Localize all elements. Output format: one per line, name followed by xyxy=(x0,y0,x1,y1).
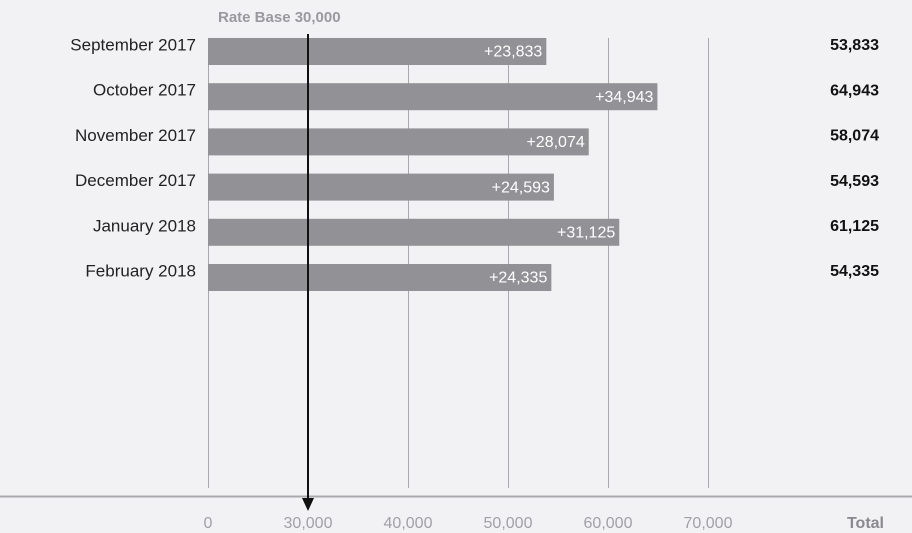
bar xyxy=(208,264,552,291)
rate-base-label: Rate Base 30,000 xyxy=(218,9,341,26)
category-label: February 2018 xyxy=(85,261,196,280)
arrow-down-icon xyxy=(302,498,314,511)
bar xyxy=(208,173,554,201)
total-value: 53,833 xyxy=(830,37,879,54)
total-labels: 53,833 64,943 58,074 54,593 61,125 54,335 xyxy=(830,37,879,280)
bar-value-labels: +23,833 +34,943 +28,074 +24,593 +31,125 +24,3… xyxy=(484,44,653,287)
category-labels: September 2017 October 2017 November 2017 D… xyxy=(70,35,196,280)
total-value: 64,943 xyxy=(830,82,879,99)
bar-value-label: +34,943 xyxy=(595,89,653,106)
rate-base-marker xyxy=(302,34,314,511)
bar-value-label: +28,074 xyxy=(526,134,584,151)
x-tick-label: 0 xyxy=(204,515,213,532)
category-label: November 2017 xyxy=(75,126,196,145)
bars xyxy=(208,38,658,291)
x-tick-labels: 0 30,000 40,000 50,000 60,000 70,000 xyxy=(204,515,733,532)
bar-value-label: +23,833 xyxy=(484,44,542,61)
category-label: December 2017 xyxy=(75,171,196,190)
x-tick-label: 30,000 xyxy=(284,515,333,532)
total-value: 61,125 xyxy=(830,218,879,235)
bar xyxy=(208,128,589,156)
total-value: 54,593 xyxy=(830,173,879,190)
x-tick-label: 40,000 xyxy=(384,515,433,532)
bar xyxy=(208,83,658,111)
bar-value-label: +24,593 xyxy=(492,179,550,196)
total-value: 58,074 xyxy=(830,128,879,145)
category-label: October 2017 xyxy=(93,81,196,100)
category-label: September 2017 xyxy=(70,35,196,54)
bar xyxy=(208,218,620,246)
total-value: 54,335 xyxy=(830,263,879,280)
bar-value-label: +24,335 xyxy=(489,270,547,287)
category-label: January 2018 xyxy=(93,216,196,235)
bar xyxy=(208,38,547,65)
x-tick-label: 70,000 xyxy=(684,515,733,532)
x-tick-label: 50,000 xyxy=(484,515,533,532)
x-tick-label: 60,000 xyxy=(584,515,633,532)
total-column-header: Total xyxy=(847,515,884,532)
bar-value-label: +31,125 xyxy=(557,225,615,242)
